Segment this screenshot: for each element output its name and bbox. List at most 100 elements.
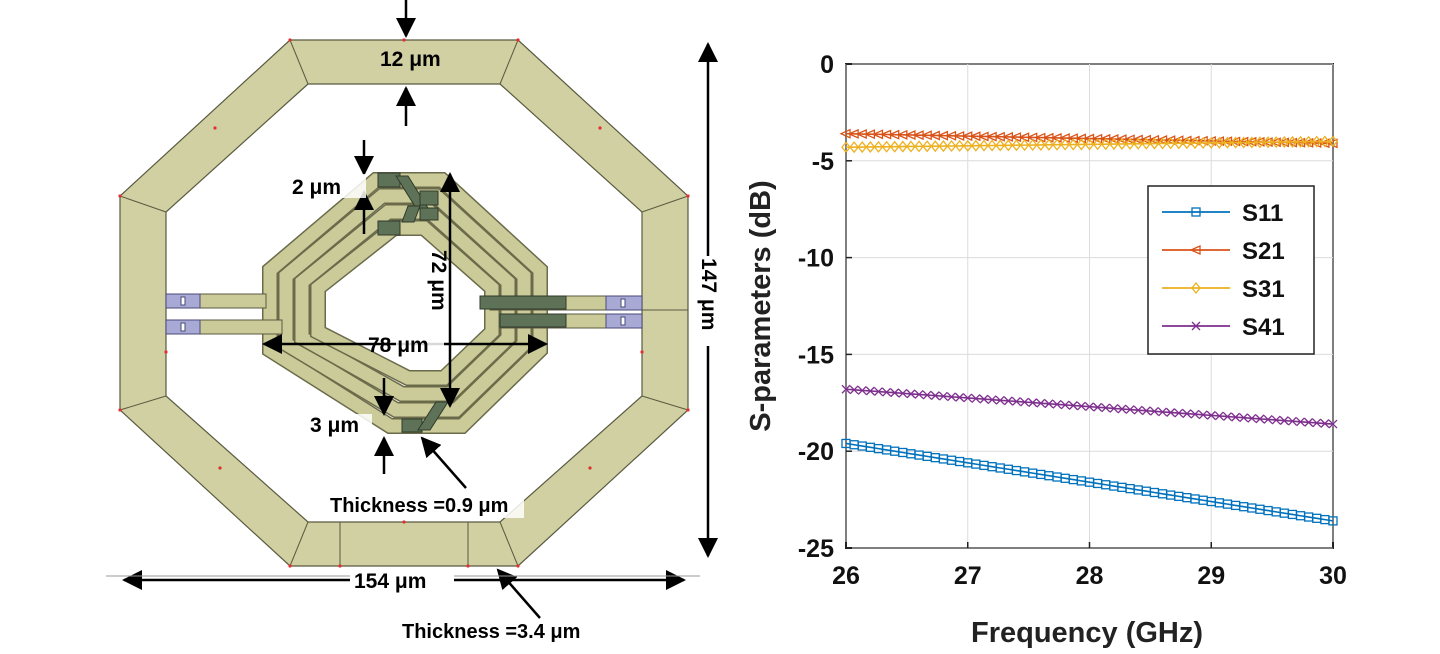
data-point-s41 xyxy=(971,394,981,404)
data-point-s41 xyxy=(865,386,875,396)
y-tick-label: -5 xyxy=(812,148,834,176)
data-point-s41 xyxy=(1255,414,1265,424)
data-point-s31 xyxy=(873,140,884,153)
data-point-s41 xyxy=(906,389,916,399)
data-point-s41 xyxy=(930,391,940,401)
data-point-s31 xyxy=(897,140,908,153)
data-point-s41 xyxy=(1174,408,1184,418)
data-point-s31 xyxy=(1311,135,1322,148)
data-point-s41 xyxy=(1109,403,1119,413)
label-inner-height: 72 μm xyxy=(427,250,450,311)
data-point-s31 xyxy=(1044,138,1054,151)
legend-marker-s21 xyxy=(1189,244,1201,256)
data-point-s31 xyxy=(1320,135,1330,148)
data-point-s31 xyxy=(1060,138,1070,151)
data-point-s41 xyxy=(1060,400,1070,410)
data-point-s31 xyxy=(1238,136,1249,149)
data-point-s41 xyxy=(1328,419,1338,429)
data-point-s31 xyxy=(1222,136,1233,149)
data-point-s41 xyxy=(1020,397,1030,407)
data-point-s31 xyxy=(1011,139,1022,152)
data-point-s31 xyxy=(962,139,973,152)
data-point-s31 xyxy=(1263,136,1273,149)
data-point-s41 xyxy=(898,388,908,398)
data-point-s31 xyxy=(922,140,932,153)
crossovers xyxy=(377,172,567,433)
data-point-s41 xyxy=(979,394,989,404)
data-point-s31 xyxy=(946,139,957,153)
data-point-s31 xyxy=(1295,135,1306,148)
y-tick-label: -10 xyxy=(798,245,834,273)
data-point-s31 xyxy=(1109,138,1119,151)
data-point-s31 xyxy=(889,140,900,153)
data-point-s41 xyxy=(890,388,900,398)
data-point-s41 xyxy=(857,385,867,395)
data-point-s31 xyxy=(865,140,876,153)
outer-ring-segments xyxy=(119,39,689,567)
series-layer xyxy=(839,128,1338,526)
data-point-s41 xyxy=(1158,407,1168,417)
data-point-s41 xyxy=(1166,408,1176,417)
series-s41 xyxy=(841,384,1338,429)
data-point-s31 xyxy=(1287,135,1298,148)
x-axis-title: Frequency (GHz) xyxy=(971,617,1203,649)
y-axis-title: S-parameters (dB) xyxy=(745,180,777,431)
x-tick-label: 29 xyxy=(1197,562,1225,590)
data-point-s31 xyxy=(1117,137,1127,150)
data-point-s31 xyxy=(1052,138,1062,151)
y-tick-label: -15 xyxy=(798,341,834,369)
data-point-s31 xyxy=(1019,139,1030,152)
data-point-s31 xyxy=(1133,137,1144,150)
data-point-s41 xyxy=(1003,396,1013,406)
legend-label-s11: S11 xyxy=(1242,200,1283,227)
data-point-s41 xyxy=(1085,402,1094,412)
legend-marker-s41 xyxy=(1191,321,1201,331)
data-point-s41 xyxy=(841,384,851,394)
data-point-s31 xyxy=(1190,137,1200,150)
data-point-s41 xyxy=(1182,409,1192,419)
data-point-s41 xyxy=(1247,413,1257,423)
data-point-s31 xyxy=(1157,137,1168,150)
label-bottom-width: 3 μm xyxy=(310,414,359,437)
data-point-s41 xyxy=(995,395,1005,405)
data-point-s11 xyxy=(1328,516,1338,526)
data-point-s31 xyxy=(1035,138,1046,151)
ports xyxy=(165,293,643,335)
data-point-s31 xyxy=(1206,136,1217,149)
legend: S11 S21 S31 S41 xyxy=(1147,185,1315,355)
data-point-s41 xyxy=(1206,410,1216,420)
data-point-s41 xyxy=(1044,399,1054,409)
x-tick-label: 26 xyxy=(832,562,860,590)
data-point-s41 xyxy=(987,395,997,405)
data-point-s31 xyxy=(1271,136,1282,149)
legend-marker-s31 xyxy=(1191,281,1201,295)
grid xyxy=(845,63,1334,549)
data-point-s41 xyxy=(1068,401,1078,410)
data-point-s31 xyxy=(881,140,892,153)
data-point-s41 xyxy=(914,390,924,399)
data-point-s41 xyxy=(1214,411,1224,421)
data-point-s31 xyxy=(1279,135,1290,149)
data-point-s31 xyxy=(1125,137,1135,150)
data-point-s31 xyxy=(1076,138,1087,151)
series-s31 xyxy=(841,135,1338,154)
data-point-s31 xyxy=(954,139,965,152)
data-point-s41 xyxy=(1076,401,1086,411)
data-point-s31 xyxy=(1141,137,1152,150)
data-point-s41 xyxy=(1304,417,1314,427)
data-point-s41 xyxy=(1312,418,1322,428)
data-point-s41 xyxy=(1028,398,1038,408)
y-tick-label: -25 xyxy=(798,535,834,563)
data-point-s41 xyxy=(1263,414,1273,424)
label-top-width: 12 μm xyxy=(380,48,441,71)
legend-label-s21: S21 xyxy=(1242,238,1285,265)
legend-label-s41: S41 xyxy=(1242,314,1285,341)
data-point-s31 xyxy=(841,141,851,154)
data-point-s31 xyxy=(1149,137,1160,150)
y-tick-label: 0 xyxy=(820,51,834,79)
data-point-s41 xyxy=(1287,416,1297,426)
x-tick-label: 28 xyxy=(1076,562,1104,590)
label-thickness-outer: Thickness =3.4 μm xyxy=(402,621,580,643)
data-point-s31 xyxy=(849,141,859,154)
